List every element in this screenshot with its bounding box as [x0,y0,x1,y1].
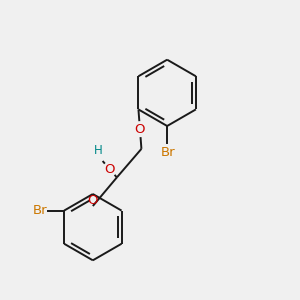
Text: O: O [88,194,98,206]
Text: Br: Br [161,146,176,159]
Text: O: O [104,163,115,176]
Text: Br: Br [32,204,47,217]
Text: H: H [94,144,102,157]
Text: O: O [135,123,145,136]
